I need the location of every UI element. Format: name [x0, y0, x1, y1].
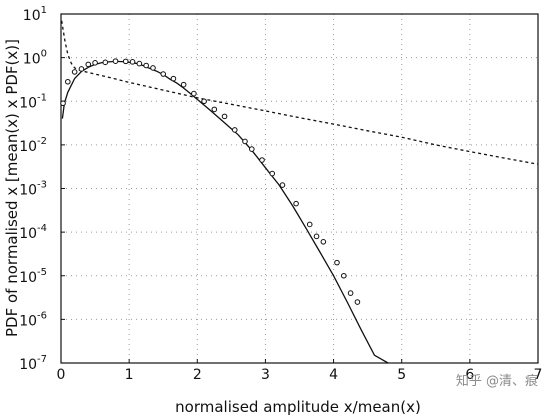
data-point-circle [269, 170, 276, 177]
x-axis: 0 1 2 3 4 5 6 7 [57, 359, 543, 383]
data-point-circle [221, 113, 228, 120]
watermark-text: 知乎 @清、痕 [456, 373, 538, 389]
data-point-circle [293, 200, 299, 207]
series-markers [60, 58, 361, 305]
x-tick-label: 0 [57, 367, 66, 383]
data-point-circle [65, 78, 71, 85]
data-point-circle [279, 182, 286, 188]
x-tick-label: 6 [465, 367, 474, 383]
x-tick-label: 3 [261, 367, 270, 383]
x-tick-label: 5 [397, 367, 406, 383]
data-point-circle [71, 69, 78, 75]
data-point-circle [129, 59, 136, 65]
series-solid-line [61, 60, 389, 364]
data-point-circle [334, 259, 340, 266]
data-point-circle [201, 98, 207, 105]
y-axis-label: PDF of normalised x [mean(x) x PDF(x)] [3, 39, 21, 337]
series-dashed-line [61, 20, 539, 165]
data-point-circle [85, 61, 92, 68]
y-tick-label: 10-2 [19, 136, 47, 155]
data-point-circle [347, 290, 354, 296]
data-point-circle [136, 60, 143, 67]
y-tick-label: 10-5 [19, 267, 47, 286]
data-point-circle [259, 157, 265, 163]
y-tick-label: 100 [23, 49, 47, 68]
data-point-circle [320, 239, 327, 245]
data-point-circle [340, 272, 347, 279]
data-point-circle [242, 138, 248, 145]
y-axis: 101 100 10-1 10-2 10-3 10-4 10-5 10-6 10-7 [19, 5, 65, 373]
data-point-circle [170, 75, 177, 82]
data-point-circle [231, 127, 238, 133]
y-tick-label: 10-1 [19, 92, 47, 111]
series-layer [60, 20, 539, 364]
data-point-circle [102, 59, 109, 66]
data-point-circle [180, 81, 187, 88]
data-point-circle [143, 62, 149, 69]
y-tick-label: 10-3 [19, 180, 47, 199]
data-point-circle [60, 100, 66, 107]
y-tick-label: 10-4 [19, 223, 47, 242]
y-tick-label: 10-6 [19, 310, 47, 329]
data-point-circle [249, 146, 255, 152]
x-tick-label: 4 [329, 367, 338, 383]
x-tick-label: 7 [534, 367, 543, 383]
data-point-circle [211, 106, 218, 113]
y-tick-label: 101 [23, 5, 47, 24]
data-point-circle [92, 60, 98, 66]
data-point-circle [313, 233, 320, 240]
x-tick-label: 2 [193, 367, 202, 383]
x-tick-label: 1 [125, 367, 134, 383]
grid [61, 14, 538, 363]
data-point-circle [160, 71, 167, 77]
data-point-circle [354, 299, 361, 305]
data-point-circle [122, 58, 129, 65]
data-point-circle [306, 221, 313, 228]
y-tick-label: 10-7 [19, 354, 47, 373]
data-point-circle [112, 58, 119, 64]
data-point-circle [78, 66, 85, 72]
x-axis-label: normalised amplitude x/mean(x) [175, 398, 421, 416]
data-point-circle [191, 90, 197, 97]
data-point-circle [150, 65, 156, 71]
